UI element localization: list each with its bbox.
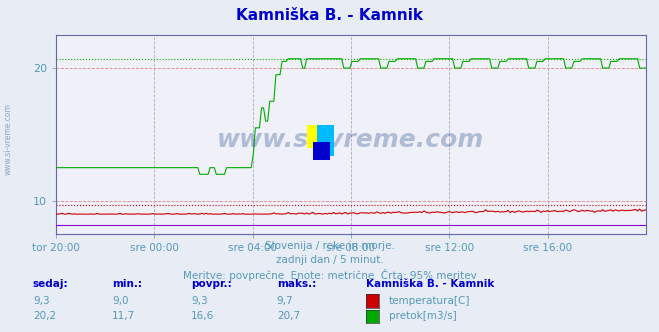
Text: povpr.:: povpr.: xyxy=(191,279,232,289)
Text: pretok[m3/s]: pretok[m3/s] xyxy=(389,311,457,321)
Text: sedaj:: sedaj: xyxy=(33,279,69,289)
Text: www.si-vreme.com: www.si-vreme.com xyxy=(217,128,484,152)
Bar xyxy=(317,124,334,156)
Text: www.si-vreme.com: www.si-vreme.com xyxy=(3,104,13,175)
Text: temperatura[C]: temperatura[C] xyxy=(389,296,471,306)
Text: 11,7: 11,7 xyxy=(112,311,135,321)
Text: 20,2: 20,2 xyxy=(33,311,56,321)
Text: Kamniška B. - Kamnik: Kamniška B. - Kamnik xyxy=(236,8,423,23)
Text: 9,3: 9,3 xyxy=(33,296,49,306)
Text: Meritve: povprečne  Enote: metrične  Črta: 95% meritev: Meritve: povprečne Enote: metrične Črta:… xyxy=(183,269,476,281)
Text: 9,7: 9,7 xyxy=(277,296,293,306)
Text: zadnji dan / 5 minut.: zadnji dan / 5 minut. xyxy=(275,255,384,265)
Text: Kamniška B. - Kamnik: Kamniška B. - Kamnik xyxy=(366,279,494,289)
Text: 9,0: 9,0 xyxy=(112,296,129,306)
Text: 9,3: 9,3 xyxy=(191,296,208,306)
Text: 20,7: 20,7 xyxy=(277,311,300,321)
Text: maks.:: maks.: xyxy=(277,279,316,289)
Bar xyxy=(312,142,330,160)
Text: min.:: min.: xyxy=(112,279,142,289)
Text: Slovenija / reke in morje.: Slovenija / reke in morje. xyxy=(264,241,395,251)
Bar xyxy=(306,124,323,148)
Text: 16,6: 16,6 xyxy=(191,311,214,321)
